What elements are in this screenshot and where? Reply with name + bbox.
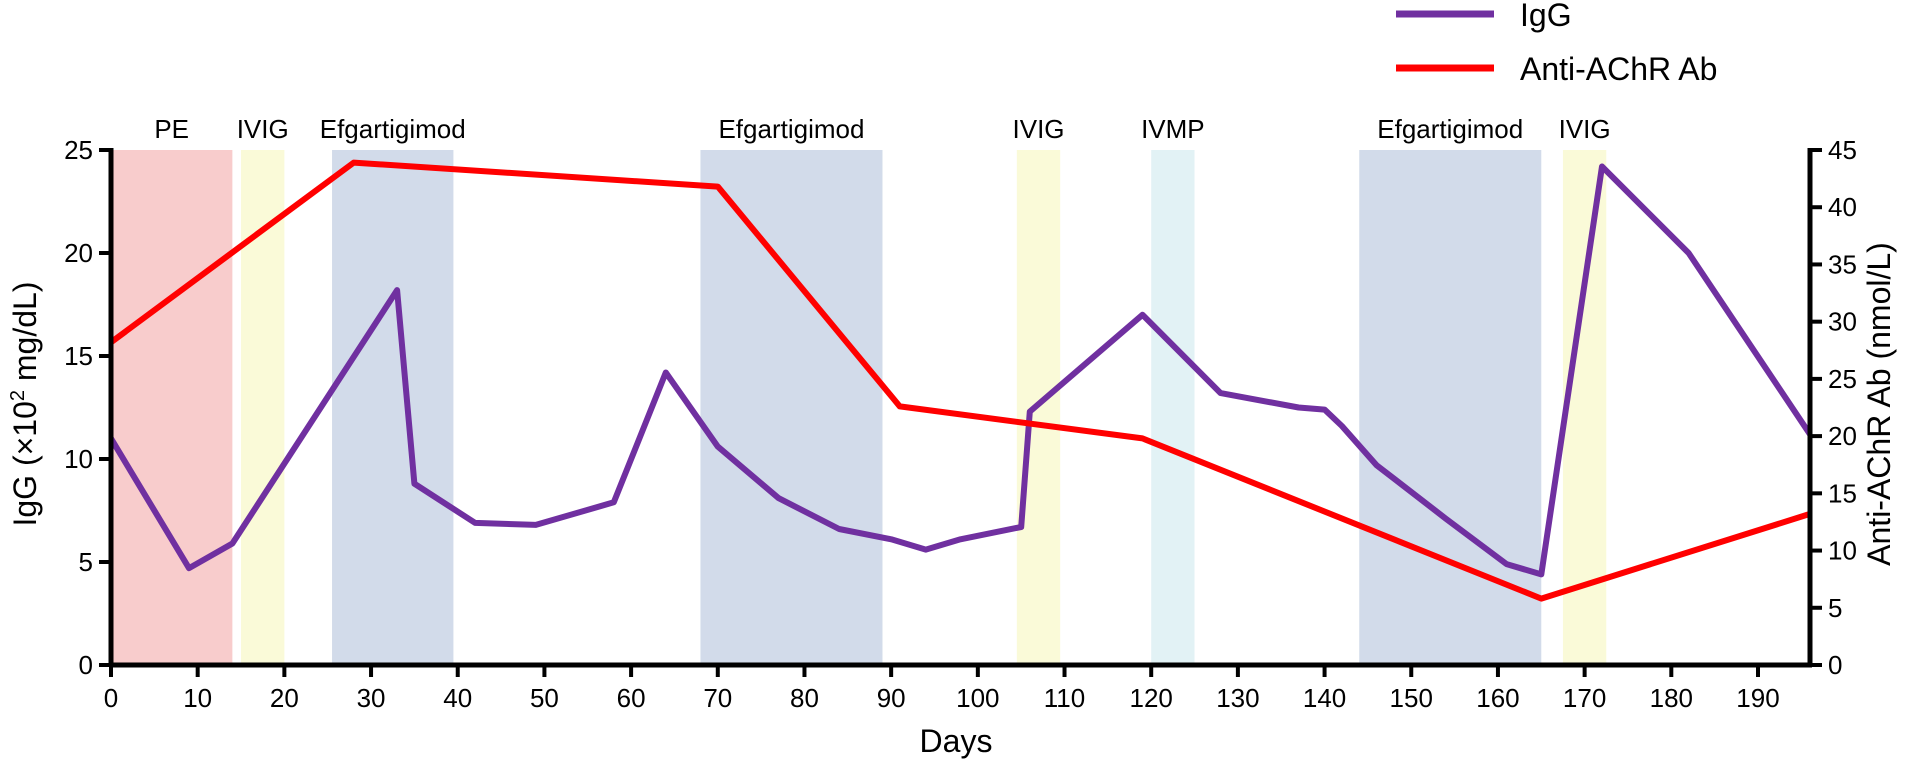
treatment-label-ivig-1: IVIG xyxy=(237,114,289,144)
x-axis-title: Days xyxy=(920,723,993,759)
right-y-tick-label: 15 xyxy=(1828,478,1857,508)
x-tick-label: 40 xyxy=(443,683,472,713)
x-tick-label: 90 xyxy=(877,683,906,713)
left-y-tick-label: 20 xyxy=(64,238,93,268)
left-y-axis-ticks: 0 5 10 15 20 25 xyxy=(64,135,111,680)
x-tick-label: 70 xyxy=(703,683,732,713)
treatment-band-pe-0 xyxy=(111,150,233,665)
treatment-band-ivmp-5 xyxy=(1151,150,1195,665)
x-tick-label: 10 xyxy=(183,683,212,713)
series-line-anti-achr-ab xyxy=(109,159,1811,602)
x-tick-label: 130 xyxy=(1216,683,1259,713)
right-y-axis-ticks: 0 5 10 15 20 25 30 35 40 45 xyxy=(1810,135,1857,680)
left-y-tick-label: 10 xyxy=(64,444,93,474)
treatment-label-ivig-4: IVIG xyxy=(1013,114,1065,144)
x-tick-label: 100 xyxy=(956,683,999,713)
x-tick-label: 120 xyxy=(1130,683,1173,713)
right-y-tick-label: 20 xyxy=(1828,421,1857,451)
x-tick-label: 180 xyxy=(1650,683,1693,713)
x-tick-label: 60 xyxy=(617,683,646,713)
treatment-bands xyxy=(111,150,1607,665)
left-y-axis-title: IgG (×102 mg/dL) xyxy=(7,281,43,526)
axes xyxy=(108,148,1813,668)
treatment-label-efgartigimod-3: Efgartigimod xyxy=(718,114,864,144)
right-y-tick-label: 40 xyxy=(1828,192,1857,222)
right-y-tick-label: 0 xyxy=(1828,650,1842,680)
x-tick-label: 30 xyxy=(357,683,386,713)
x-tick-label: 160 xyxy=(1476,683,1519,713)
x-tick-label: 0 xyxy=(104,683,118,713)
right-y-axis-title: Anti-AChR Ab (nmol/L) xyxy=(1861,242,1897,566)
x-tick-label: 20 xyxy=(270,683,299,713)
x-tick-label: 110 xyxy=(1044,683,1085,713)
treatment-band-ivig-1 xyxy=(241,150,285,665)
left-y-tick-label: 15 xyxy=(64,341,93,371)
right-y-tick-label: 5 xyxy=(1828,593,1842,623)
x-tick-label: 80 xyxy=(790,683,819,713)
treatment-label-efgartigimod-2: Efgartigimod xyxy=(320,114,466,144)
right-y-tick-label: 35 xyxy=(1828,249,1857,279)
x-tick-label: 50 xyxy=(530,683,559,713)
x-tick-label: 190 xyxy=(1736,683,1779,713)
left-y-tick-label: 5 xyxy=(79,547,93,577)
treatment-band-efgartigimod-3 xyxy=(700,150,883,665)
treatment-band-efgartigimod-2 xyxy=(332,150,454,665)
treatment-band-efgartigimod-6 xyxy=(1359,150,1542,665)
treatment-label-ivig-7: IVIG xyxy=(1559,114,1611,144)
treatment-label-efgartigimod-6: Efgartigimod xyxy=(1377,114,1523,144)
legend: IgG Anti-AChR Ab xyxy=(1396,0,1717,87)
right-y-tick-label: 10 xyxy=(1828,536,1857,566)
right-y-tick-label: 30 xyxy=(1828,307,1857,337)
legend-label-igg: IgG xyxy=(1520,0,1572,33)
right-y-tick-label: 45 xyxy=(1828,135,1857,165)
x-axis-ticks: 0 10 20 30 40 50 60 70 80 90 100 110 120 130 140 150 160… xyxy=(104,665,1780,713)
left-y-tick-label: 0 xyxy=(79,650,93,680)
series-lines xyxy=(108,159,1813,602)
x-tick-label: 140 xyxy=(1303,683,1346,713)
left-y-tick-label: 25 xyxy=(64,135,93,165)
x-tick-label: 150 xyxy=(1390,683,1433,713)
right-y-tick-label: 25 xyxy=(1828,364,1857,394)
treatment-label-ivmp-5: IVMP xyxy=(1141,114,1205,144)
treatment-band-labels: PE IVIG Efgartigimod Efgartigimod IVIG IVMP Ef… xyxy=(154,114,1610,144)
x-tick-label: 170 xyxy=(1563,683,1606,713)
series-line-igg xyxy=(108,163,1813,578)
legend-label-anti-achr-ab: Anti-AChR Ab xyxy=(1520,51,1717,87)
treatment-label-pe-0: PE xyxy=(154,114,189,144)
